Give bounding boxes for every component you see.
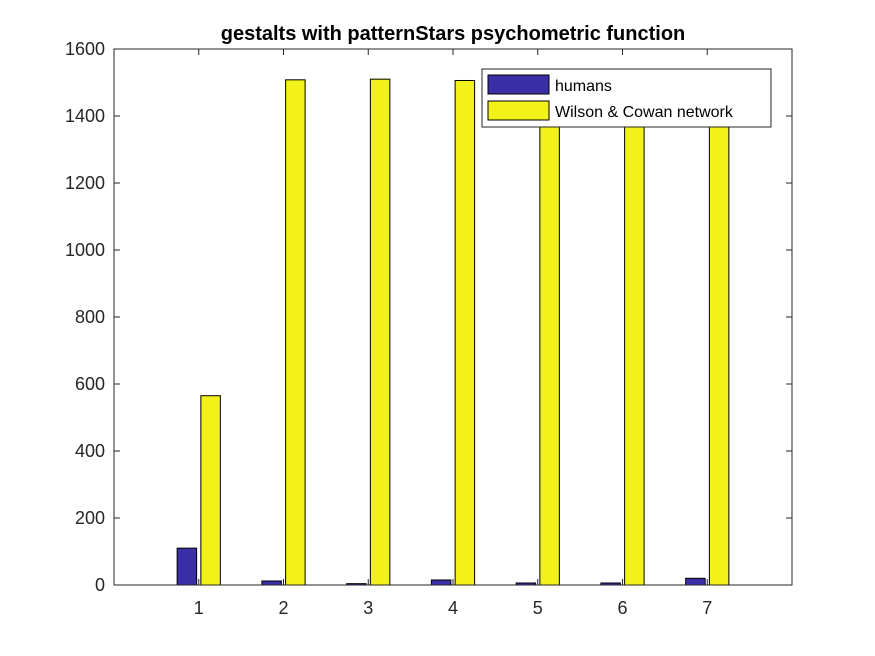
x-tick-label: 6 — [617, 598, 627, 618]
x-tick-label: 2 — [278, 598, 288, 618]
axes-box — [113, 48, 793, 586]
y-tick-label: 600 — [75, 374, 105, 394]
x-tick-label: 5 — [533, 598, 543, 618]
x-tick-label: 4 — [448, 598, 458, 618]
y-tick-label: 0 — [95, 575, 105, 595]
bar-series-1-category-2 — [261, 580, 282, 586]
x-axis: 1 2 3 4 5 6 7 — [194, 49, 712, 618]
bars — [176, 78, 730, 586]
legend-swatch-wilson-cowan — [487, 100, 550, 121]
y-axis: 0 200 400 600 800 1000 1200 1400 1600 — [65, 39, 792, 595]
x-tick-label: 1 — [194, 598, 204, 618]
bar-series-2-category-6 — [624, 82, 645, 586]
y-tick-label: 1200 — [65, 173, 105, 193]
legend-swatch-humans — [487, 74, 550, 95]
chart-title: gestalts with patternStars psychometric … — [221, 23, 686, 45]
legend: humans Wilson & Cowan network — [481, 68, 772, 128]
y-tick-label: 1000 — [65, 240, 105, 260]
bar-series-2-category-1 — [200, 395, 221, 586]
y-tick-label: 1400 — [65, 106, 105, 126]
bar-series-1-category-4 — [430, 579, 452, 586]
bar-series-2-category-7 — [708, 82, 730, 586]
bar-series-2-category-4 — [454, 79, 476, 586]
x-tick-label: 7 — [702, 598, 712, 618]
x-tick-label: 3 — [363, 598, 373, 618]
bar-series-1-category-7 — [685, 577, 706, 586]
y-tick-label: 400 — [75, 441, 105, 461]
y-tick-label: 1600 — [65, 39, 105, 59]
bar-series-2-category-5 — [539, 82, 560, 586]
legend-label-humans: humans — [555, 78, 612, 95]
legend-label-wilson-cowan: Wilson & Cowan network — [555, 104, 734, 121]
y-tick-label: 800 — [75, 307, 105, 327]
bar-series-2-category-2 — [285, 79, 306, 586]
bar-series-1-category-1 — [176, 547, 198, 586]
y-tick-label: 200 — [75, 508, 105, 528]
bar-series-2-category-3 — [369, 78, 391, 586]
